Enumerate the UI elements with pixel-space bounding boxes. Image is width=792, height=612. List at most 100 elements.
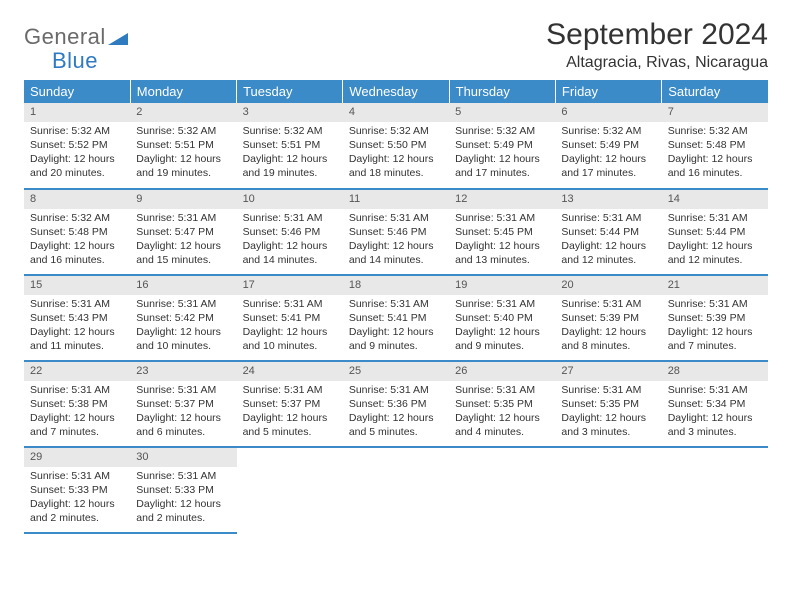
sunset-line: Sunset: 5:38 PM: [30, 397, 124, 411]
day-number: 22: [24, 362, 130, 381]
sunrise-line: Sunrise: 5:32 AM: [30, 124, 124, 138]
daylight-line: Daylight: 12 hours and 15 minutes.: [136, 239, 230, 267]
calendar-day-cell: 3Sunrise: 5:32 AMSunset: 5:51 PMDaylight…: [237, 103, 343, 189]
day-number: 24: [237, 362, 343, 381]
calendar-day-cell: 27Sunrise: 5:31 AMSunset: 5:35 PMDayligh…: [555, 361, 661, 447]
calendar-day-cell: 29Sunrise: 5:31 AMSunset: 5:33 PMDayligh…: [24, 447, 130, 533]
sunset-line: Sunset: 5:37 PM: [136, 397, 230, 411]
day-number: 14: [662, 190, 768, 209]
calendar-day-cell: 26Sunrise: 5:31 AMSunset: 5:35 PMDayligh…: [449, 361, 555, 447]
sunset-line: Sunset: 5:49 PM: [561, 138, 655, 152]
sunset-line: Sunset: 5:48 PM: [30, 225, 124, 239]
sunrise-line: Sunrise: 5:31 AM: [455, 211, 549, 225]
daylight-line: Daylight: 12 hours and 9 minutes.: [455, 325, 549, 353]
sunrise-line: Sunrise: 5:31 AM: [455, 383, 549, 397]
calendar-day-cell: 21Sunrise: 5:31 AMSunset: 5:39 PMDayligh…: [662, 275, 768, 361]
day-number: 6: [555, 103, 661, 122]
calendar-week-row: 15Sunrise: 5:31 AMSunset: 5:43 PMDayligh…: [24, 275, 768, 361]
sunset-line: Sunset: 5:43 PM: [30, 311, 124, 325]
day-details: Sunrise: 5:31 AMSunset: 5:33 PMDaylight:…: [130, 467, 236, 530]
calendar-day-cell: 6Sunrise: 5:32 AMSunset: 5:49 PMDaylight…: [555, 103, 661, 189]
daylight-line: Daylight: 12 hours and 7 minutes.: [30, 411, 124, 439]
day-number: 3: [237, 103, 343, 122]
daylight-line: Daylight: 12 hours and 12 minutes.: [561, 239, 655, 267]
sunset-line: Sunset: 5:46 PM: [349, 225, 443, 239]
weekday-header: Tuesday: [237, 80, 343, 103]
day-details: Sunrise: 5:31 AMSunset: 5:41 PMDaylight:…: [343, 295, 449, 358]
header: General Blue September 2024 Altagracia, …: [24, 18, 768, 72]
day-number: 26: [449, 362, 555, 381]
day-number: 11: [343, 190, 449, 209]
calendar-day-cell: 8Sunrise: 5:32 AMSunset: 5:48 PMDaylight…: [24, 189, 130, 275]
daylight-line: Daylight: 12 hours and 14 minutes.: [243, 239, 337, 267]
day-number: 4: [343, 103, 449, 122]
weekday-header-row: SundayMondayTuesdayWednesdayThursdayFrid…: [24, 80, 768, 103]
sunrise-line: Sunrise: 5:31 AM: [30, 297, 124, 311]
day-details: Sunrise: 5:31 AMSunset: 5:46 PMDaylight:…: [237, 209, 343, 272]
weekday-header: Friday: [555, 80, 661, 103]
logo-triangle-icon: [108, 25, 128, 51]
daylight-line: Daylight: 12 hours and 19 minutes.: [136, 152, 230, 180]
day-number: 7: [662, 103, 768, 122]
day-details: Sunrise: 5:31 AMSunset: 5:35 PMDaylight:…: [555, 381, 661, 444]
location-text: Altagracia, Rivas, Nicaragua: [546, 54, 768, 72]
day-number: 20: [555, 276, 661, 295]
sunrise-line: Sunrise: 5:32 AM: [349, 124, 443, 138]
daylight-line: Daylight: 12 hours and 11 minutes.: [30, 325, 124, 353]
sunrise-line: Sunrise: 5:32 AM: [668, 124, 762, 138]
calendar-day-cell: 2Sunrise: 5:32 AMSunset: 5:51 PMDaylight…: [130, 103, 236, 189]
day-details: Sunrise: 5:32 AMSunset: 5:49 PMDaylight:…: [449, 122, 555, 185]
calendar-day-cell: 18Sunrise: 5:31 AMSunset: 5:41 PMDayligh…: [343, 275, 449, 361]
sunset-line: Sunset: 5:39 PM: [561, 311, 655, 325]
sunrise-line: Sunrise: 5:31 AM: [243, 383, 337, 397]
daylight-line: Daylight: 12 hours and 12 minutes.: [668, 239, 762, 267]
calendar-day-cell: 15Sunrise: 5:31 AMSunset: 5:43 PMDayligh…: [24, 275, 130, 361]
sunset-line: Sunset: 5:50 PM: [349, 138, 443, 152]
sunrise-line: Sunrise: 5:31 AM: [243, 297, 337, 311]
day-details: Sunrise: 5:31 AMSunset: 5:36 PMDaylight:…: [343, 381, 449, 444]
sunset-line: Sunset: 5:44 PM: [668, 225, 762, 239]
calendar-day-cell: [343, 447, 449, 533]
sunset-line: Sunset: 5:42 PM: [136, 311, 230, 325]
daylight-line: Daylight: 12 hours and 16 minutes.: [30, 239, 124, 267]
day-number: 9: [130, 190, 236, 209]
day-details: Sunrise: 5:32 AMSunset: 5:48 PMDaylight:…: [662, 122, 768, 185]
calendar-body: 1Sunrise: 5:32 AMSunset: 5:52 PMDaylight…: [24, 103, 768, 533]
weekday-header: Sunday: [24, 80, 130, 103]
daylight-line: Daylight: 12 hours and 13 minutes.: [455, 239, 549, 267]
daylight-line: Daylight: 12 hours and 10 minutes.: [243, 325, 337, 353]
sunset-line: Sunset: 5:44 PM: [561, 225, 655, 239]
calendar-day-cell: [555, 447, 661, 533]
day-details: Sunrise: 5:31 AMSunset: 5:39 PMDaylight:…: [555, 295, 661, 358]
day-number: 29: [24, 448, 130, 467]
sunset-line: Sunset: 5:41 PM: [349, 311, 443, 325]
day-details: Sunrise: 5:31 AMSunset: 5:44 PMDaylight:…: [555, 209, 661, 272]
sunrise-line: Sunrise: 5:31 AM: [668, 383, 762, 397]
daylight-line: Daylight: 12 hours and 17 minutes.: [561, 152, 655, 180]
day-number: 8: [24, 190, 130, 209]
day-details: Sunrise: 5:31 AMSunset: 5:37 PMDaylight:…: [130, 381, 236, 444]
day-number: 5: [449, 103, 555, 122]
sunset-line: Sunset: 5:51 PM: [136, 138, 230, 152]
calendar-day-cell: 20Sunrise: 5:31 AMSunset: 5:39 PMDayligh…: [555, 275, 661, 361]
logo-part1: General: [24, 24, 106, 49]
calendar-day-cell: 22Sunrise: 5:31 AMSunset: 5:38 PMDayligh…: [24, 361, 130, 447]
daylight-line: Daylight: 12 hours and 10 minutes.: [136, 325, 230, 353]
calendar-day-cell: [662, 447, 768, 533]
day-details: Sunrise: 5:31 AMSunset: 5:44 PMDaylight:…: [662, 209, 768, 272]
daylight-line: Daylight: 12 hours and 20 minutes.: [30, 152, 124, 180]
day-details: Sunrise: 5:31 AMSunset: 5:41 PMDaylight:…: [237, 295, 343, 358]
sunset-line: Sunset: 5:47 PM: [136, 225, 230, 239]
daylight-line: Daylight: 12 hours and 7 minutes.: [668, 325, 762, 353]
calendar-week-row: 1Sunrise: 5:32 AMSunset: 5:52 PMDaylight…: [24, 103, 768, 189]
calendar-day-cell: 12Sunrise: 5:31 AMSunset: 5:45 PMDayligh…: [449, 189, 555, 275]
daylight-line: Daylight: 12 hours and 6 minutes.: [136, 411, 230, 439]
daylight-line: Daylight: 12 hours and 14 minutes.: [349, 239, 443, 267]
daylight-line: Daylight: 12 hours and 17 minutes.: [455, 152, 549, 180]
title-block: September 2024 Altagracia, Rivas, Nicara…: [546, 18, 768, 72]
day-details: Sunrise: 5:31 AMSunset: 5:47 PMDaylight:…: [130, 209, 236, 272]
sunset-line: Sunset: 5:33 PM: [30, 483, 124, 497]
day-details: Sunrise: 5:31 AMSunset: 5:33 PMDaylight:…: [24, 467, 130, 530]
sunset-line: Sunset: 5:37 PM: [243, 397, 337, 411]
day-details: Sunrise: 5:31 AMSunset: 5:35 PMDaylight:…: [449, 381, 555, 444]
